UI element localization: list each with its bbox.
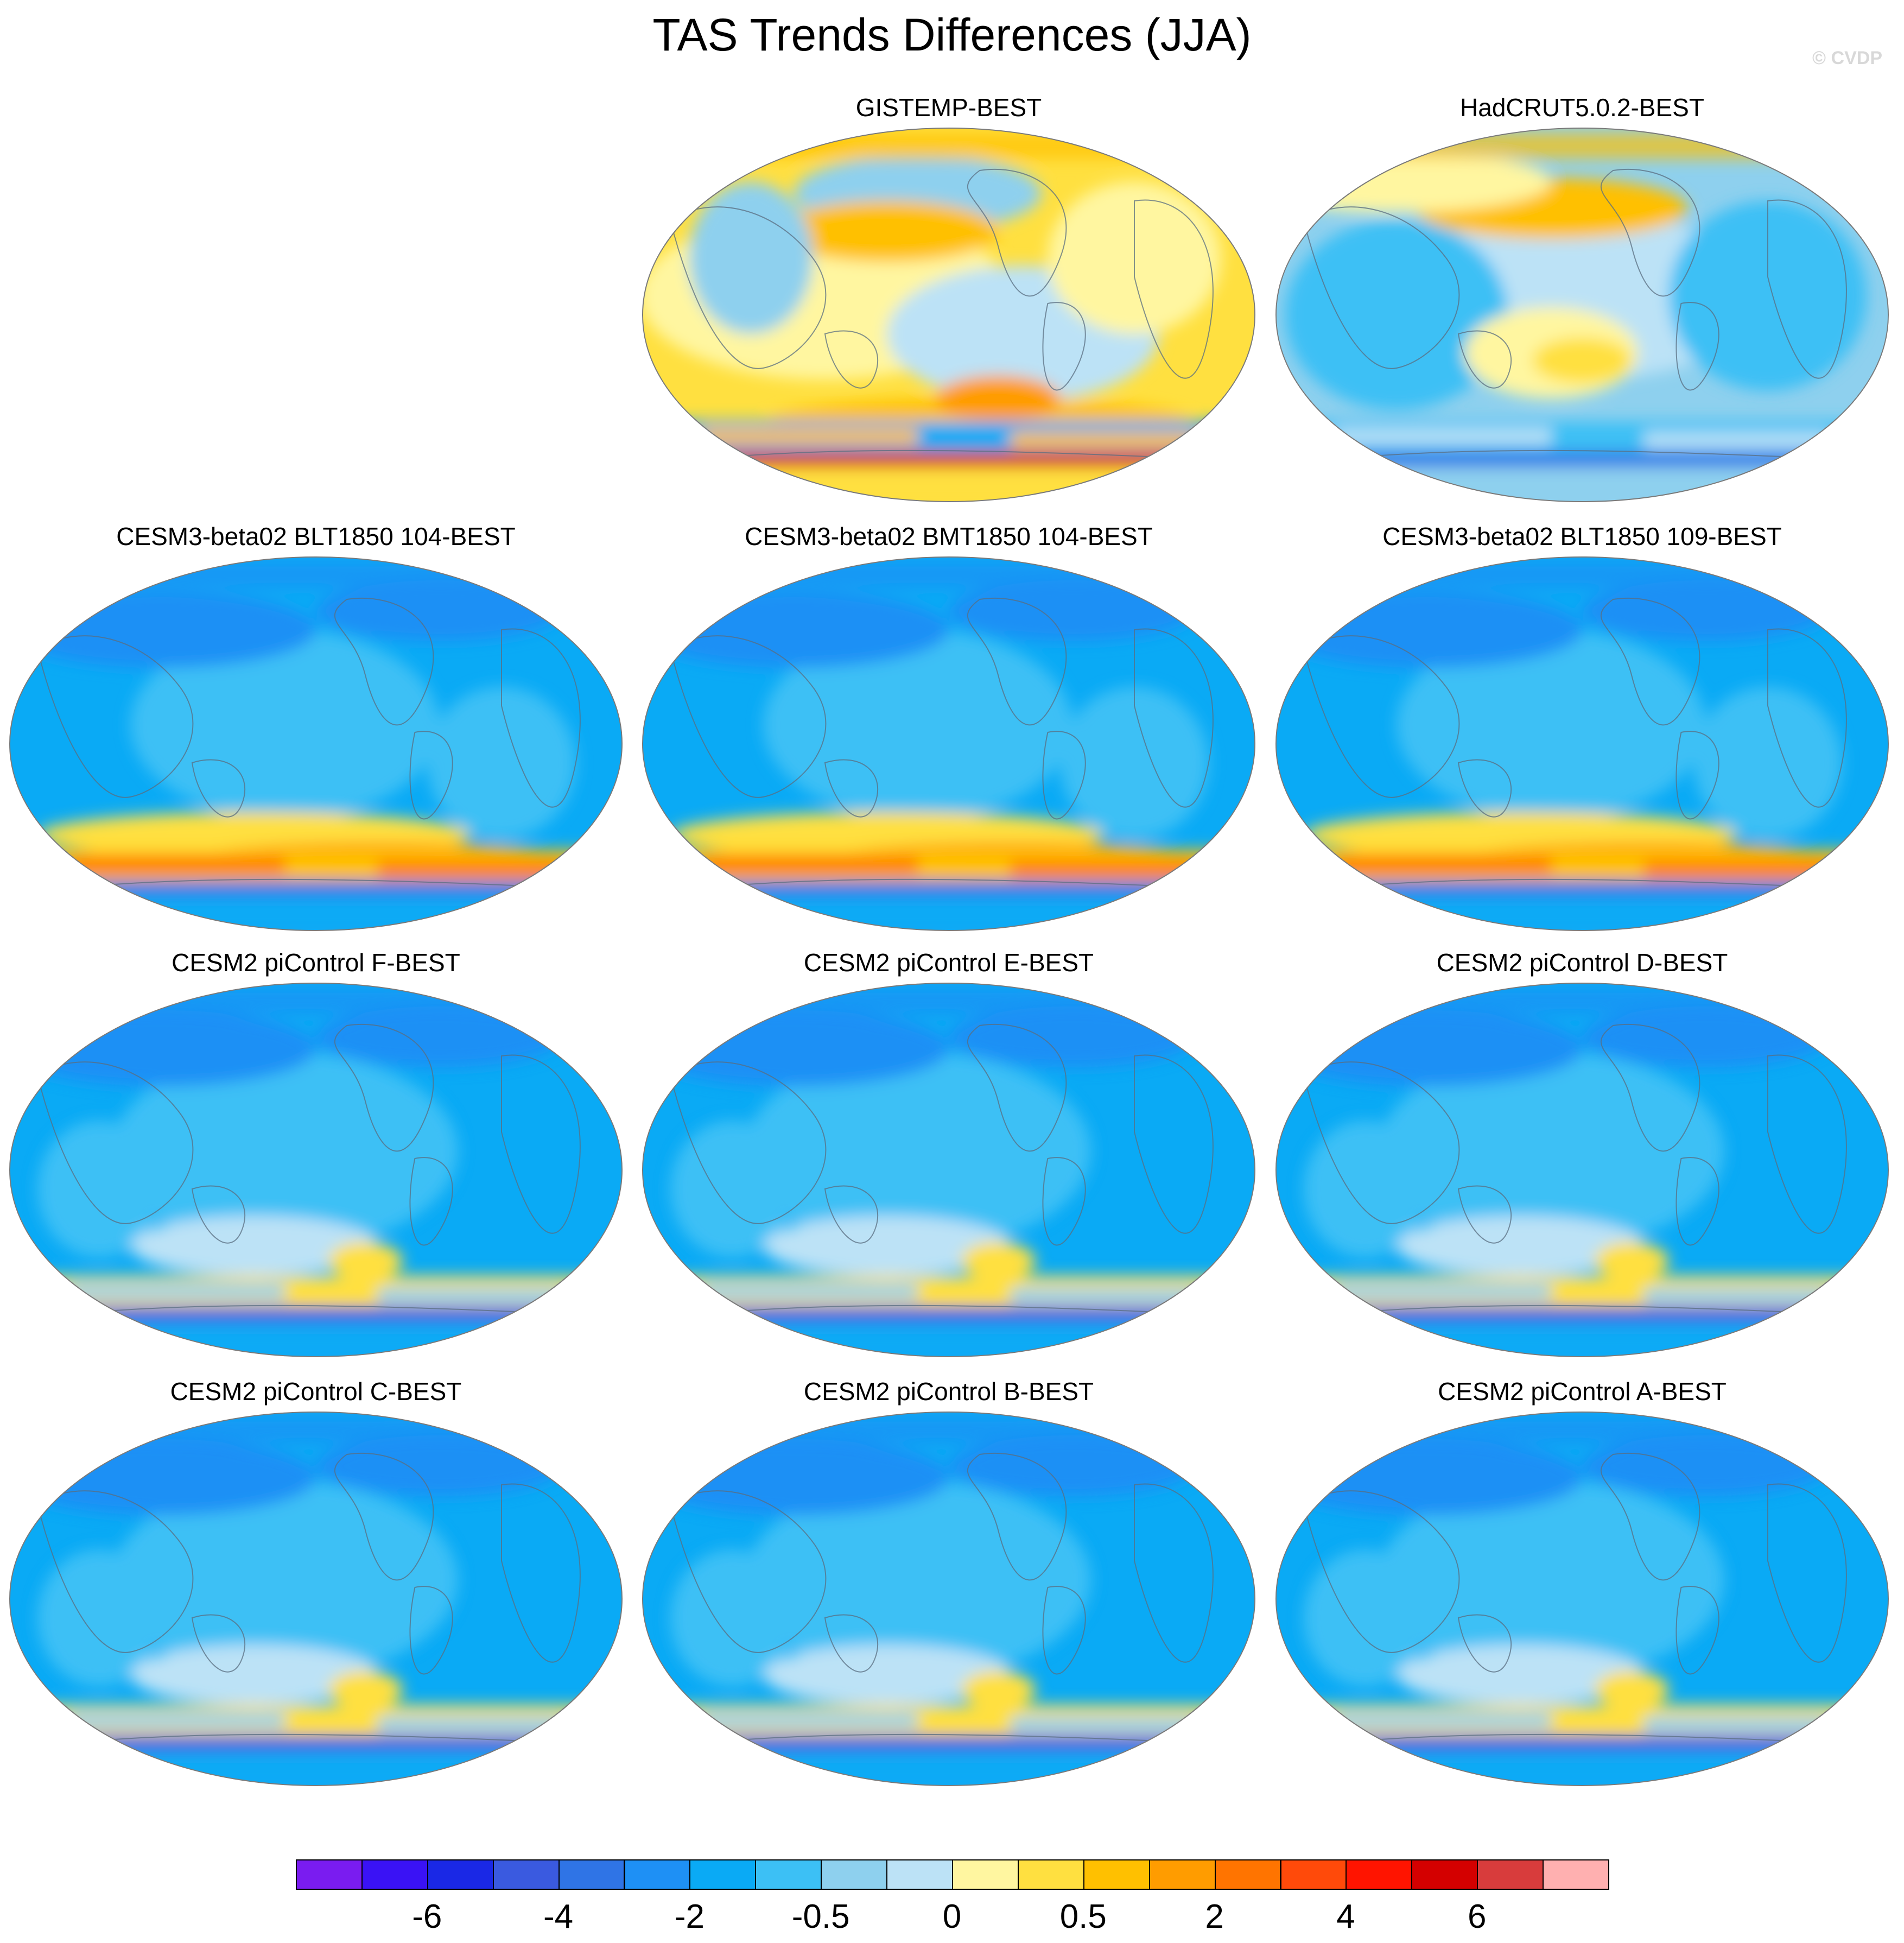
map-panel: CESM2 piControl D-BEST [1273,947,1892,1376]
map-panel: CESM2 piControl B-BEST [639,1376,1258,1805]
map-panel: CESM2 piControl C-BEST [7,1376,625,1805]
robinson-map [9,1412,623,1786]
map-panel: CESM3-beta02 BLT1850 104-BEST [7,521,625,950]
colorbar-swatch [952,1859,1019,1890]
colorbar-swatch [1411,1859,1478,1890]
colorbar-swatch [361,1859,428,1890]
panel-title: CESM2 piControl E-BEST [803,948,1094,977]
robinson-map [1275,128,1889,502]
colorbar-swatch [1543,1859,1609,1890]
colorbar-swatch [296,1859,363,1890]
colorbar-swatch [1083,1859,1150,1890]
robinson-map [642,983,1255,1357]
colorbar-tick-label: -4 [543,1898,574,1935]
colorbar-swatch [1017,1859,1084,1890]
robinson-map [642,128,1255,502]
map-panel: CESM3-beta02 BLT1850 109-BEST [1273,521,1892,950]
colorbar-swatch [755,1859,822,1890]
panel-title: CESM2 piControl B-BEST [803,1377,1094,1406]
colorbar-swatch [1280,1859,1347,1890]
robinson-map [9,556,623,931]
panel-title: CESM2 piControl D-BEST [1436,948,1728,977]
colorbar-tick-label: -2 [674,1898,705,1935]
colorbar-tick-label: 6 [1467,1898,1487,1935]
robinson-map [642,556,1255,931]
map-panel: CESM3-beta02 BMT1850 104-BEST [639,521,1258,950]
colorbar-swatch [624,1859,691,1890]
map-panel: CESM2 piControl E-BEST [639,947,1258,1376]
map-panel: HadCRUT5.0.2-BEST [1273,92,1892,521]
colorbar-tick-label: -0.5 [791,1898,850,1935]
colorbar-swatch [886,1859,953,1890]
colorbar-tick-label: 2 [1205,1898,1224,1935]
colorbar-tick-label: 0 [942,1898,962,1935]
colorbar-swatch [1477,1859,1544,1890]
panel-title: CESM3-beta02 BLT1850 109-BEST [1382,522,1782,550]
colorbar-swatch [427,1859,494,1890]
panel-title: HadCRUT5.0.2-BEST [1460,93,1704,122]
colorbar-swatch [492,1859,560,1890]
robinson-map [1275,556,1889,931]
robinson-map [9,983,623,1357]
map-panel: CESM2 piControl A-BEST [1273,1376,1892,1805]
panel-title: CESM2 piControl C-BEST [170,1377,462,1406]
panel-title: GISTEMP-BEST [855,93,1042,122]
robinson-map [1275,983,1889,1357]
colorbar-tick-label: -6 [412,1898,442,1935]
panel-title: CESM3-beta02 BLT1850 104-BEST [116,522,516,550]
colorbar-swatch [1346,1859,1413,1890]
robinson-map [1275,1412,1889,1786]
colorbar-swatch [689,1859,757,1890]
map-panel: CESM2 piControl F-BEST [7,947,625,1376]
colorbar-swatch [1148,1859,1216,1890]
map-panel: GISTEMP-BEST [639,92,1258,521]
colorbar-swatch [821,1859,888,1890]
figure-title: TAS Trends Differences (JJA) [652,9,1252,60]
robinson-map [642,1412,1255,1786]
panel-title: CESM3-beta02 BMT1850 104-BEST [745,522,1153,550]
panel-title: CESM2 piControl F-BEST [172,948,460,977]
panel-title: CESM2 piControl A-BEST [1438,1377,1727,1406]
colorbar [296,1859,1609,1892]
colorbar-swatch [558,1859,625,1890]
colorbar-tick-label: 4 [1336,1898,1355,1935]
cvdp-watermark: © CVDP [1812,48,1882,68]
colorbar-tick-label: 0.5 [1059,1898,1107,1935]
colorbar-swatch [1214,1859,1281,1890]
